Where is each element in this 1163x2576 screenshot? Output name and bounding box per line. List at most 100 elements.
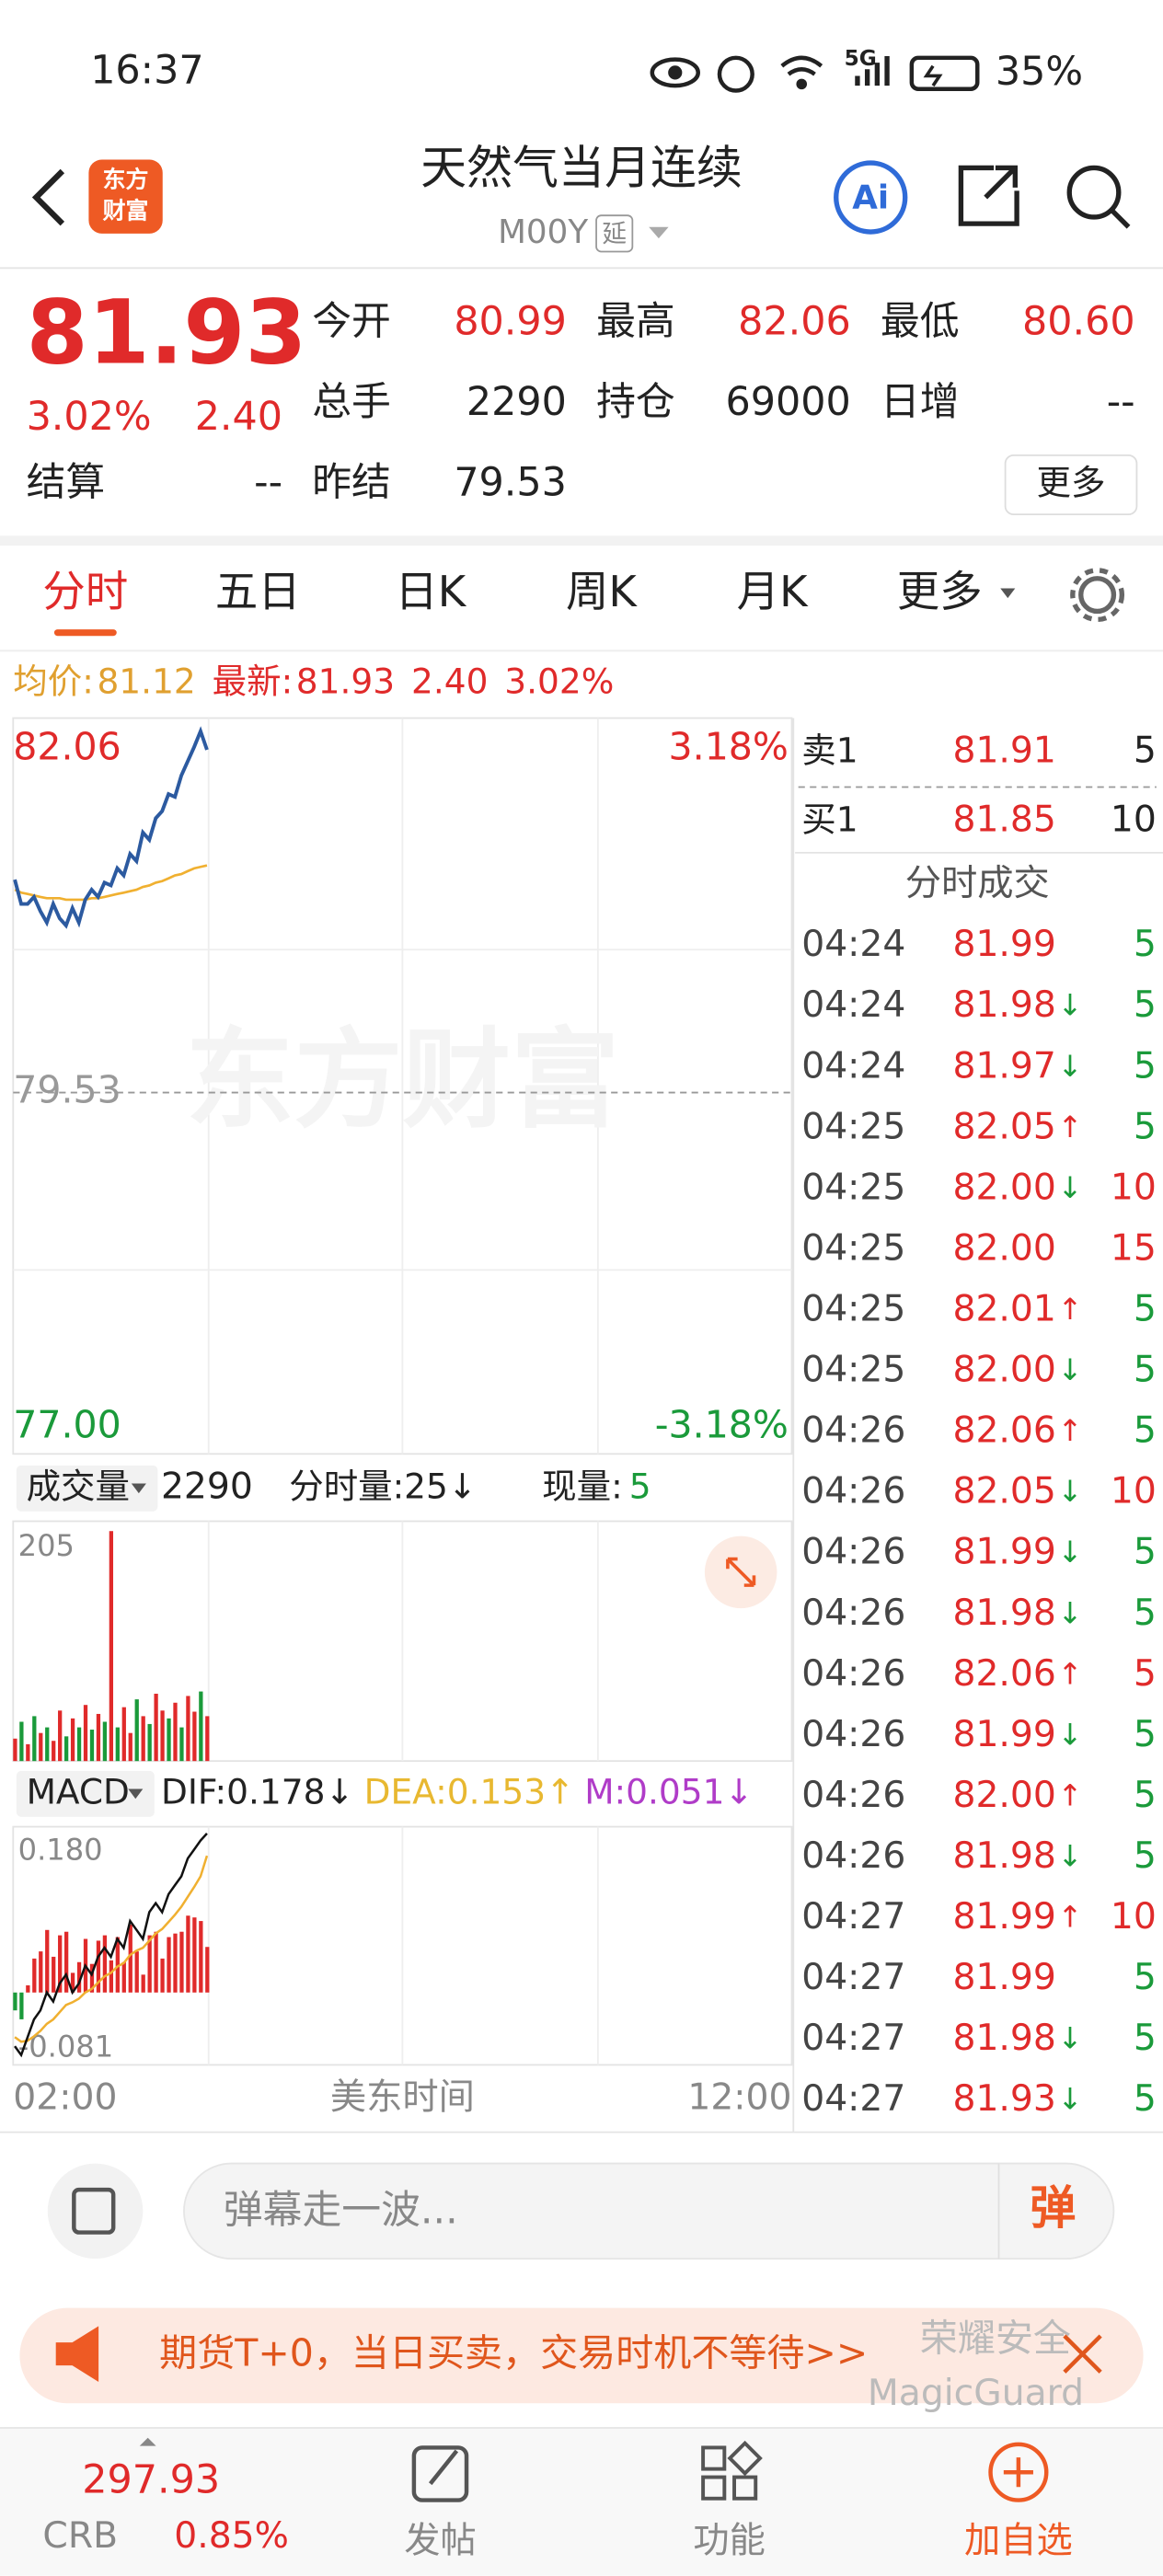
tab[interactable]: 周K <box>566 567 638 616</box>
tick-volume: 25↓ <box>404 1466 477 1506</box>
danmu-icon <box>72 2187 116 2235</box>
logo-text: 东方 <box>103 167 149 193</box>
function-icon[interactable] <box>701 2440 763 2501</box>
post-icon[interactable] <box>411 2445 469 2502</box>
trade-price: 81.99 <box>952 1714 1055 1755</box>
trade-time: 04:25 <box>801 1227 905 1269</box>
tab[interactable]: 日K <box>395 567 466 616</box>
macd-bar <box>102 1935 108 1993</box>
y-tick-label: 82.06 <box>13 724 121 768</box>
volume-bar <box>63 1736 69 1762</box>
x-axis-label: 美东时间 <box>330 2076 475 2118</box>
trade-arrow: ↓ <box>1058 1170 1083 1205</box>
quote-fields: 今开 80.99 最高 82.06 最低 80.60 总手 2290 持仓 69000 日增 -- 结算… <box>27 299 1135 506</box>
comment-input[interactable] <box>183 2162 1115 2260</box>
tab[interactable]: 更多 <box>897 567 983 616</box>
macd-bar <box>173 1933 178 1993</box>
macd-bar <box>89 1963 95 1993</box>
close[interactable] <box>1063 2334 1102 2374</box>
field-value: 2290 <box>466 379 567 425</box>
volume-bar <box>70 1718 75 1762</box>
book-label: 卖1 <box>801 730 858 770</box>
tab[interactable]: 月K <box>737 567 809 616</box>
charts: 东方财富 82.06 79.53 77.00 3.18% -3.18% 成交量 2290 分时量… <box>12 717 793 2118</box>
macd-bar <box>39 1951 43 1993</box>
banner[interactable] <box>19 2307 1144 2404</box>
trade-volume: 10 <box>1111 1471 1157 1512</box>
macd-bar <box>186 1915 190 1993</box>
field-label: 最高 <box>596 299 675 345</box>
macd-bar <box>19 1992 24 2019</box>
change: 2.40 <box>195 394 282 440</box>
nav-label[interactable]: 发帖 <box>404 2520 477 2561</box>
trade-arrow: ↓ <box>1058 2021 1083 2056</box>
trade-price: 82.01 <box>952 1288 1055 1329</box>
macd-selector[interactable] <box>16 1770 155 1817</box>
trade-price: 82.06 <box>952 1653 1055 1695</box>
trade-arrow: ↓ <box>1058 1535 1083 1570</box>
ai-button[interactable] <box>834 160 908 235</box>
trade-time: 04:26 <box>801 1775 905 1816</box>
volume-bar <box>160 1710 165 1762</box>
trade-price: 81.98 <box>952 1835 1055 1877</box>
add-icon[interactable] <box>988 2442 1049 2502</box>
info-text: 3.02% <box>504 661 614 702</box>
tab-indicator <box>53 629 117 637</box>
trade-time: 04:27 <box>801 1957 905 1998</box>
macd-bar <box>154 1931 158 1993</box>
trade-volume: 5 <box>1134 984 1157 1026</box>
macd-bar <box>128 1924 132 1993</box>
volume-bar <box>167 1718 171 1762</box>
trade-time: 04:26 <box>801 1714 905 1755</box>
danmu-button[interactable]: 弹 <box>1030 2181 1076 2235</box>
bottom-nav <box>0 2428 1163 2576</box>
trade-arrow: ↑ <box>1058 1110 1083 1144</box>
macd-label: MACD <box>27 1771 130 1811</box>
danmu-toggle[interactable] <box>47 2163 144 2260</box>
macd-bar <box>134 1951 139 1993</box>
trade-volume: 10 <box>1111 1167 1157 1208</box>
trade-volume: 5 <box>1134 924 1157 965</box>
tab[interactable]: 分时 <box>42 567 128 616</box>
macd-bar <box>205 1947 210 1993</box>
share[interactable] <box>958 165 1019 226</box>
macd-bar <box>109 1960 114 1993</box>
trade-arrow: ↓ <box>1058 1717 1083 1752</box>
field-label: 昨结 <box>312 459 391 505</box>
field-label: 结算 <box>27 459 106 505</box>
macd-bar <box>141 1974 145 1993</box>
field-label: 日增 <box>881 379 960 425</box>
volume-bar <box>83 1705 88 1762</box>
trade-price: 81.98 <box>952 2018 1055 2059</box>
trade-arrow: ↑ <box>1058 1656 1083 1691</box>
trade-price: 81.99 <box>952 924 1055 965</box>
macd-bar <box>160 1958 165 1993</box>
trade-price: 82.00 <box>952 1227 1055 1269</box>
more-button[interactable] <box>1004 454 1138 516</box>
logo <box>88 159 163 234</box>
index-name: CRB <box>42 2515 118 2557</box>
macd-bar <box>70 1972 75 1993</box>
book-label: 买1 <box>801 799 858 839</box>
trade-volume: 5 <box>1134 1775 1157 1816</box>
volume-bar <box>173 1702 178 1762</box>
network: 5G <box>845 46 877 71</box>
series-line <box>14 1833 208 2058</box>
macd-bar <box>115 1937 120 1993</box>
nav-label[interactable]: 功能 <box>693 2520 766 2561</box>
dropdown[interactable] <box>649 226 669 239</box>
nav-label[interactable]: 加自选 <box>964 2520 1073 2561</box>
trade-volume: 5 <box>1134 2018 1157 2059</box>
trade-volume: 5 <box>1134 1106 1157 1147</box>
search[interactable] <box>1066 165 1122 220</box>
volume-selector[interactable] <box>16 1465 158 1512</box>
x-axis-label: 12:00 <box>687 2076 791 2118</box>
macd-value: DIF:0.178↓ <box>161 1771 354 1811</box>
macd-bar <box>58 1935 63 1993</box>
settings[interactable] <box>1078 576 1117 615</box>
tab[interactable]: 五日 <box>215 567 301 616</box>
back[interactable] <box>31 168 65 226</box>
volume-bar <box>141 1716 145 1762</box>
macd-bar <box>45 1929 50 1993</box>
trades-title: 分时成交 <box>905 863 1050 904</box>
